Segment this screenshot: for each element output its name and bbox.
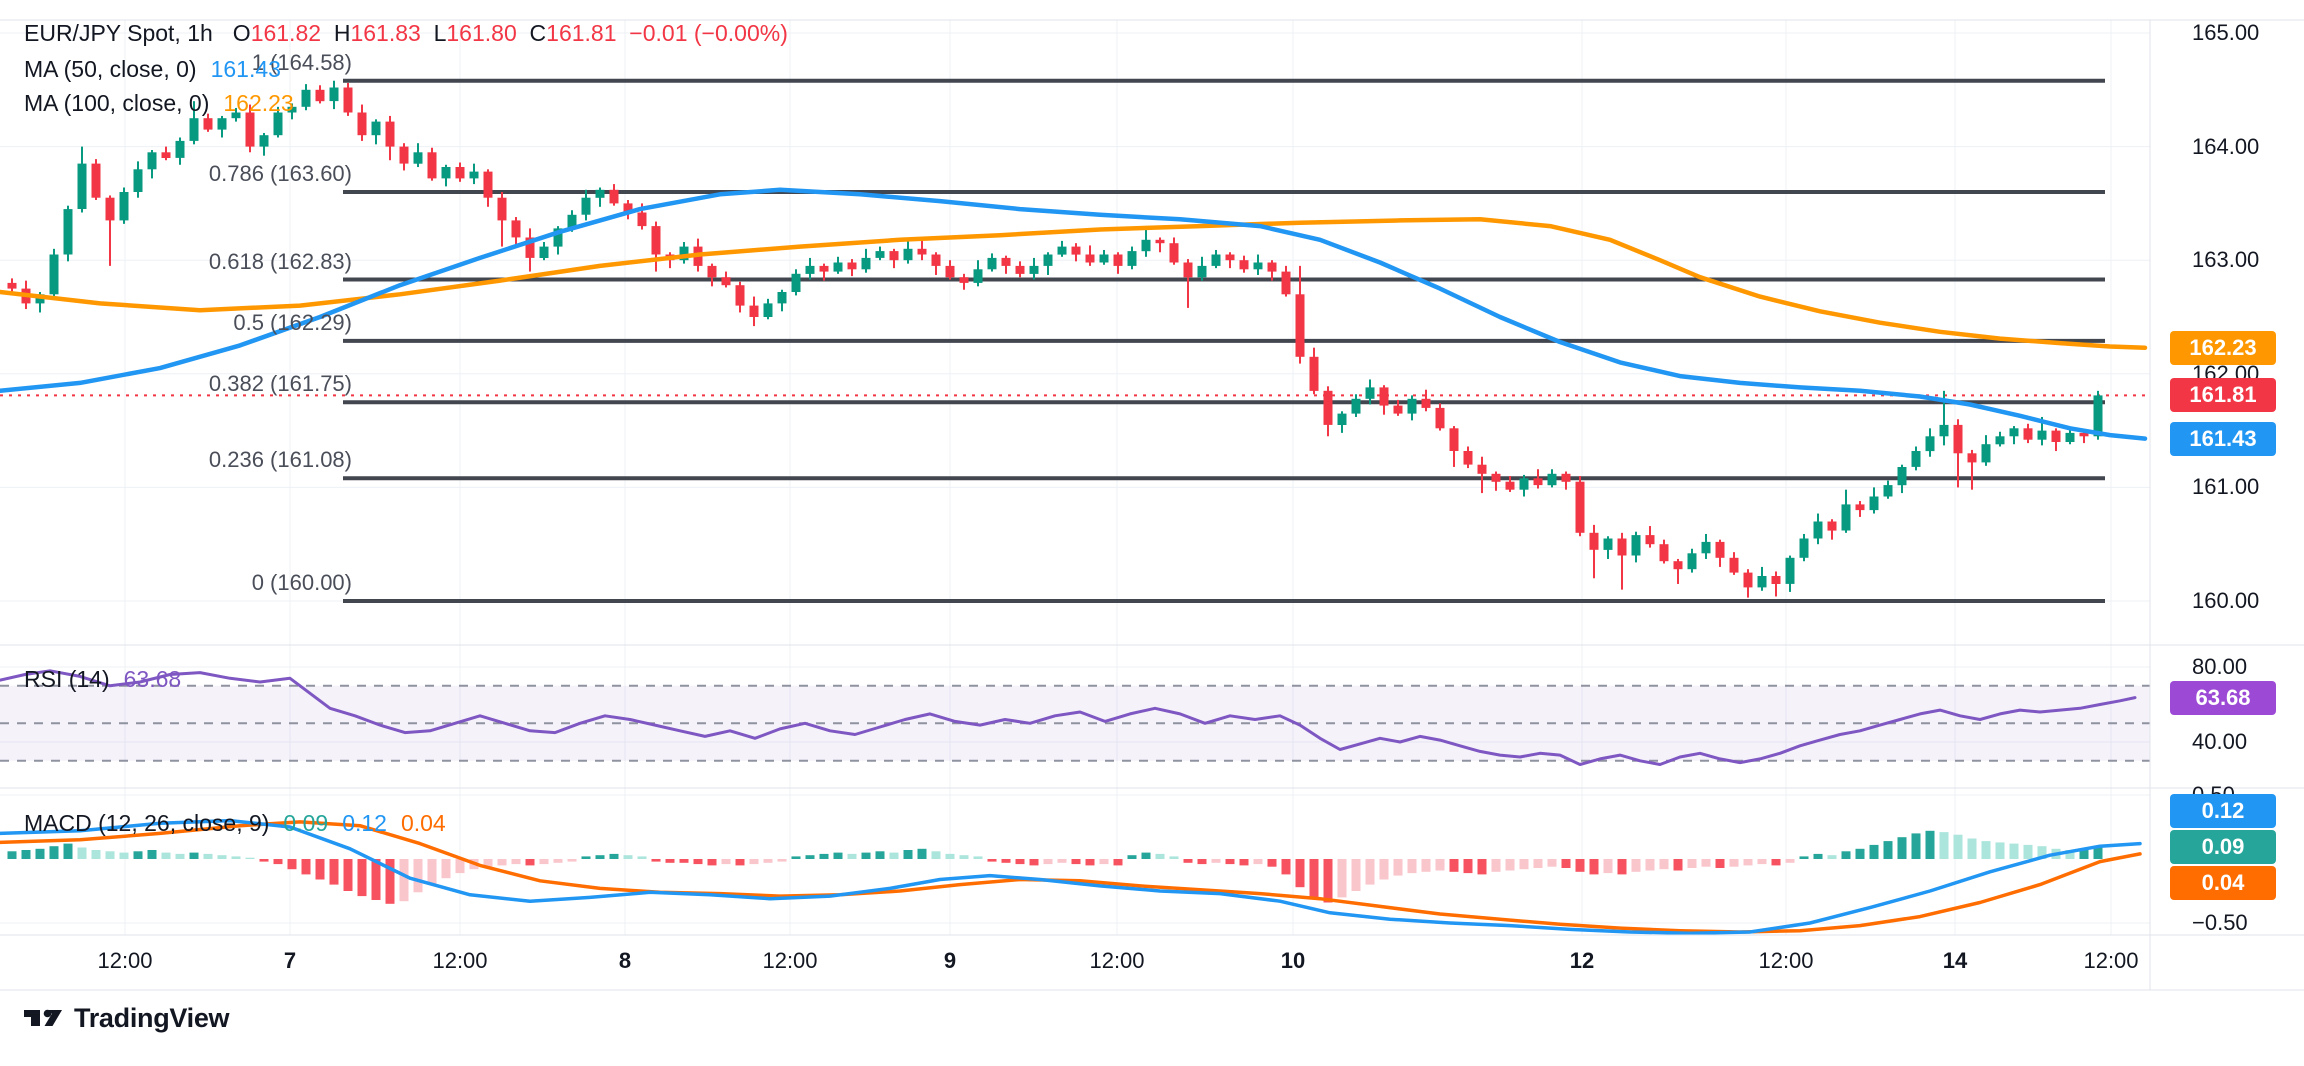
macd-axis-badge: 0.04	[2170, 866, 2276, 901]
macd-signal-value: 0.04	[400, 810, 446, 836]
fib-level-label: 0 (160.00)	[251, 570, 352, 595]
fib-level-label: 0.618 (162.83)	[208, 248, 352, 274]
tradingview-logo-icon	[24, 1009, 62, 1026]
fib-level-label: 0.786 (163.60)	[208, 161, 352, 187]
ohlc-open: O161.82	[232, 20, 322, 46]
symbol-legend[interactable]: EUR/JPY Spot, 1h O161.82 H161.83 L161.80…	[24, 20, 788, 47]
rsi-value: 63.68	[123, 666, 182, 692]
macd-legend[interactable]: MACD (12, 26, close, 9) 0.09 0.12 0.04	[24, 810, 446, 837]
time-tick-label: 14	[1942, 948, 1968, 973]
time-tick-label: 12:00	[432, 948, 488, 973]
macd-label: MACD (12, 26, close, 9)	[24, 810, 270, 836]
time-tick-label: 12:00	[1758, 948, 1814, 973]
ma50-label: MA (50, close, 0)	[24, 56, 197, 82]
ma50-value: 161.43	[210, 56, 281, 82]
price-axis-badge: 161.81	[2170, 378, 2276, 413]
time-tick-label: 9	[943, 948, 957, 973]
rsi-legend[interactable]: RSI (14) 63.68	[24, 666, 181, 693]
tradingview-logo-text: TradingView	[74, 1002, 230, 1033]
ohlc-close: C161.81	[529, 20, 617, 46]
price-tick-label: 160.00	[2192, 588, 2260, 613]
rsi-tick-label: 80.00	[2192, 654, 2248, 679]
time-tick-label: 7	[283, 948, 297, 973]
price-tick-label: 163.00	[2192, 247, 2260, 273]
tradingview-branding[interactable]: TradingView	[22, 1002, 230, 1034]
ma50-legend[interactable]: MA (50, close, 0) 161.43	[24, 56, 281, 83]
macd-hist-value: 0.09	[283, 810, 329, 836]
symbol-title: EUR/JPY Spot, 1h	[24, 20, 213, 46]
price-tick-label: 164.00	[2192, 133, 2260, 159]
ohlc-low: L161.80	[433, 20, 517, 46]
time-tick-label: 12:00	[762, 948, 818, 973]
fib-level-label: 0.382 (161.75)	[208, 371, 352, 397]
ma100-label: MA (100, close, 0)	[24, 90, 210, 116]
macd-axis-badge: 0.09	[2170, 830, 2276, 865]
price-change: −0.01 (−0.00%)	[629, 20, 788, 46]
rsi-axis-badge: 63.68	[2170, 680, 2276, 715]
fib-level-label: 1 (164.58)	[251, 49, 352, 75]
fib-level-label: 0.236 (161.08)	[208, 447, 352, 473]
macd-line-value: 0.12	[342, 810, 387, 836]
time-tick-label: 12:00	[97, 948, 153, 973]
time-tick-label: 12:00	[1089, 948, 1145, 973]
rsi-label: RSI (14)	[24, 666, 110, 692]
time-tick-label: 10	[1280, 948, 1306, 973]
price-tick-label: 161.00	[2192, 474, 2260, 500]
ma100-value: 162.23	[223, 90, 294, 116]
ohlc-high: H161.83	[333, 20, 421, 46]
price-axis-badge: 162.23	[2170, 330, 2276, 365]
fib-level-label: 0.5 (162.29)	[233, 309, 352, 335]
rsi-tick-label: 40.00	[2192, 729, 2248, 754]
time-tick-label: 12	[1569, 948, 1595, 973]
macd-tick-label: −0.50	[2192, 910, 2248, 935]
macd-axis-badge: 0.12	[2170, 794, 2276, 829]
time-tick-label: 12:00	[2083, 948, 2139, 973]
price-axis-badge: 161.43	[2170, 421, 2276, 456]
price-tick-label: 165.00	[2192, 20, 2260, 45]
ma100-legend[interactable]: MA (100, close, 0) 162.23	[24, 90, 294, 117]
time-tick-label: 8	[618, 948, 632, 973]
